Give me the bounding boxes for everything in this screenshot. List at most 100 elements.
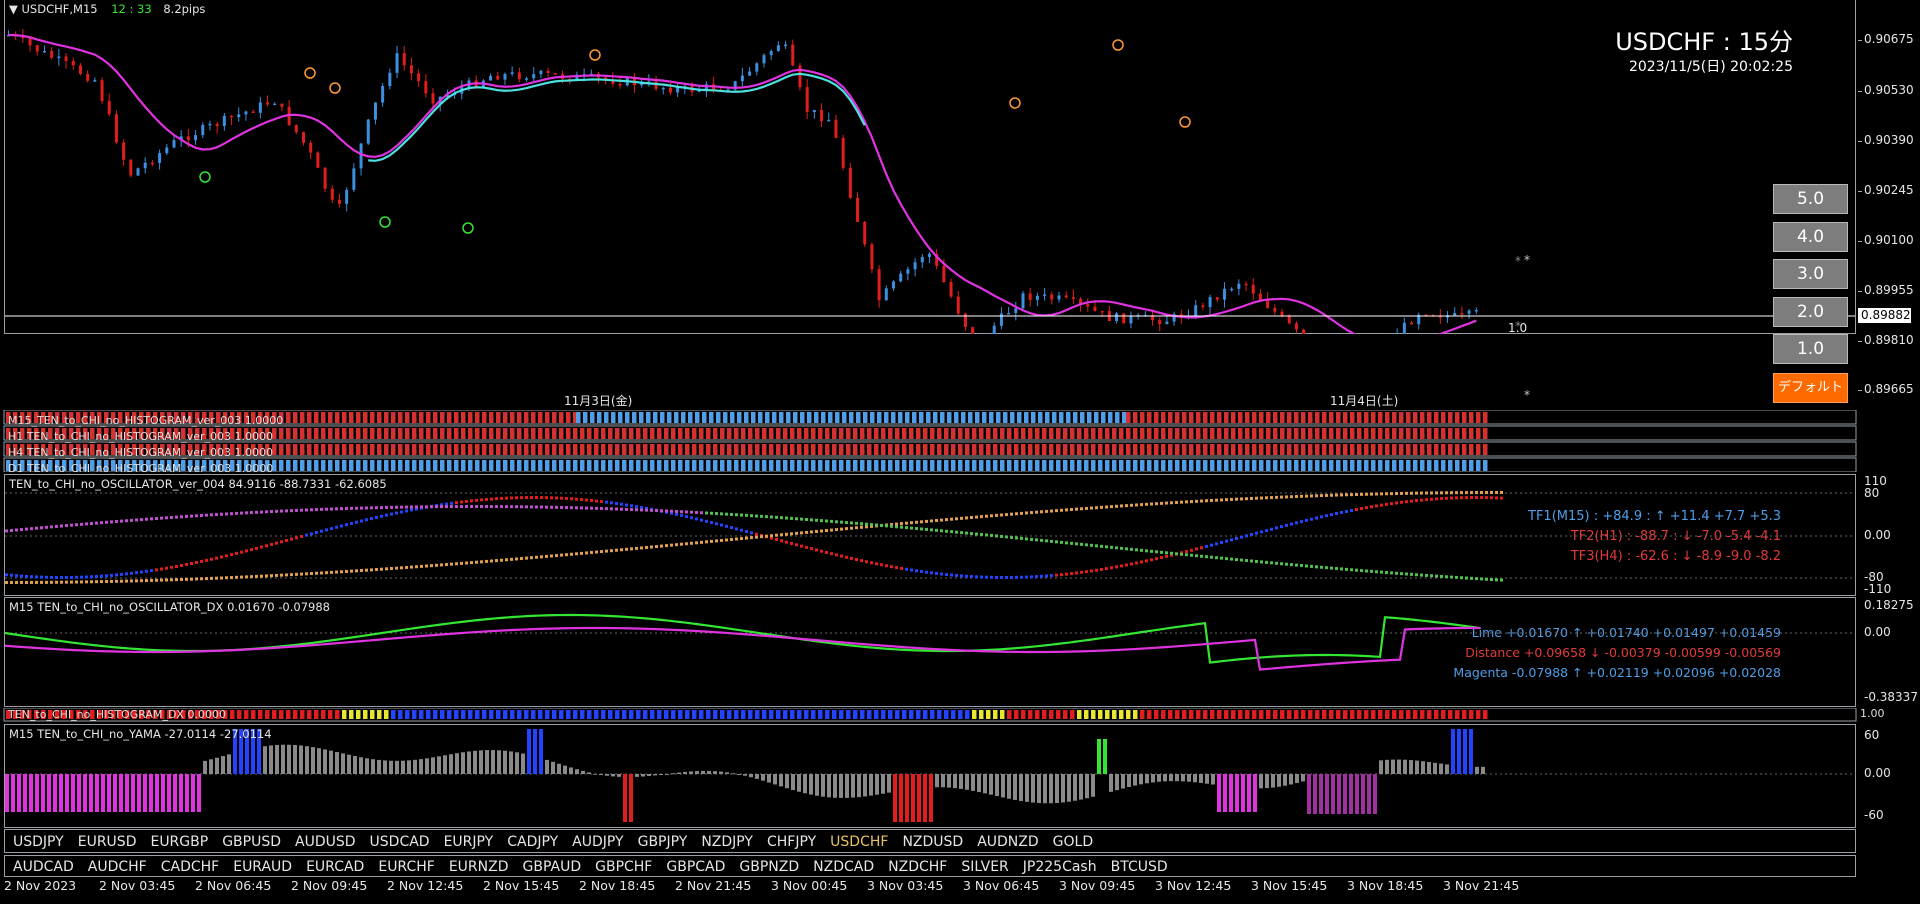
scale-1-button[interactable]: 1.0 xyxy=(1773,334,1848,364)
symbol-tab-cadjpy[interactable]: CADJPY xyxy=(507,834,559,850)
symbol-tab-euraud[interactable]: EURAUD xyxy=(233,859,293,875)
symbol-tab-eurchf[interactable]: EURCHF xyxy=(378,859,435,875)
yama-bar xyxy=(1031,774,1035,803)
hist-dx-bar xyxy=(881,710,886,719)
hist-bar xyxy=(685,428,690,439)
signal-marker-icon xyxy=(589,49,601,61)
candle-body xyxy=(366,119,370,144)
yama-bar xyxy=(269,745,273,774)
main-chart-pane[interactable]: ▼ USDCHF,M15 12 : 33 8.2pips USDCHF : 15… xyxy=(4,0,1856,334)
osc-dot xyxy=(1190,553,1193,557)
hist-bar xyxy=(1133,428,1138,439)
candle-body xyxy=(654,81,658,89)
symbol-tab-audchf[interactable]: AUDCHF xyxy=(87,859,147,875)
scale-2-button[interactable]: 2.0 xyxy=(1773,297,1848,327)
hist-dx-bar xyxy=(713,710,718,719)
symbol-tab-usdcad[interactable]: USDCAD xyxy=(369,834,430,850)
hist-bar xyxy=(1175,412,1180,423)
hist-bar xyxy=(748,460,753,471)
hist-bar xyxy=(1049,428,1054,439)
symbol-tab-jp225cash[interactable]: JP225Cash xyxy=(1022,859,1097,875)
hist-bar xyxy=(685,444,690,455)
hist-bar xyxy=(160,428,165,439)
osc-dot xyxy=(940,529,943,533)
symbol-tab-audjpy[interactable]: AUDJPY xyxy=(572,834,624,850)
symbol-tab-gbpcad[interactable]: GBPCAD xyxy=(666,859,726,875)
symbol-tab-audnzd[interactable]: AUDNZD xyxy=(977,834,1039,850)
hist-bar xyxy=(867,444,872,455)
hist-bar xyxy=(965,460,970,471)
hist-bar xyxy=(1420,428,1425,439)
scale-4-button[interactable]: 4.0 xyxy=(1773,222,1848,252)
symbol-tab-usdchf[interactable]: USDCHF xyxy=(830,834,889,850)
osc-dot xyxy=(1250,559,1253,563)
price-axis[interactable]: 0.90675 0.90530 0.90390 0.90245 0.90100 … xyxy=(1858,0,1920,396)
symbol-tab-eurcad[interactable]: EURCAD xyxy=(306,859,365,875)
symbol-tab-gbpusd[interactable]: GBPUSD xyxy=(222,834,281,850)
hist-bar xyxy=(1161,444,1166,455)
osc-dot xyxy=(565,506,568,510)
osc-dot xyxy=(145,579,148,583)
time-axis[interactable]: 2 Nov 2023 2 Nov 03:45 2 Nov 06:45 2 Nov… xyxy=(0,878,1920,904)
symbol-tab-eurusd[interactable]: EURUSD xyxy=(77,834,137,850)
price-candles[interactable] xyxy=(5,0,1855,334)
candle-body xyxy=(1035,295,1039,300)
symbol-tab-nzdusd[interactable]: NZDUSD xyxy=(902,834,964,850)
osc-dot xyxy=(695,517,698,521)
osc-dot xyxy=(560,553,563,557)
osc-dot xyxy=(520,505,523,509)
symbol-tab-nzdcad[interactable]: NZDCAD xyxy=(813,859,875,875)
candle-body xyxy=(417,73,421,82)
symbol-tab-gbpnzd[interactable]: GBPNZD xyxy=(739,859,800,875)
symbol-tab-chfjpy[interactable]: CHFJPY xyxy=(766,834,817,850)
hist-bar xyxy=(1154,460,1159,471)
dx-pane[interactable]: M15 TEN_to_CHI_no_OSCILLATOR_DX 0.01670 … xyxy=(4,597,1856,707)
symbol-tab-silver[interactable]: SILVER xyxy=(961,859,1009,875)
yama-bar xyxy=(1007,774,1011,799)
osc-dot xyxy=(550,496,553,500)
symbol-tab-audusd[interactable]: AUDUSD xyxy=(295,834,356,850)
default-button[interactable]: デフォルト xyxy=(1773,373,1848,403)
hist-dx-bar xyxy=(1000,710,1005,719)
hist-bar xyxy=(758,412,763,423)
osc-dot xyxy=(610,549,613,553)
osc-dot xyxy=(730,538,733,542)
yama-bar xyxy=(1421,761,1425,774)
symbol-tab-btcusd[interactable]: BTCUSD xyxy=(1110,859,1168,875)
hist-bar xyxy=(209,412,214,423)
hist-bar xyxy=(1000,428,1005,439)
symbol-tab-gold[interactable]: GOLD xyxy=(1052,834,1094,850)
candle-body xyxy=(1215,297,1219,300)
hist-dx-bar xyxy=(1189,710,1194,719)
hist-bar xyxy=(1308,412,1313,423)
symbol-tab-gbpjpy[interactable]: GBPJPY xyxy=(637,834,688,850)
yama-bar xyxy=(659,774,663,775)
hist-bar xyxy=(639,412,644,423)
hist-bar xyxy=(13,428,18,439)
scale-3-button[interactable]: 3.0 xyxy=(1773,259,1848,289)
symbol-tab-gbpaud[interactable]: GBPAUD xyxy=(522,859,582,875)
hist-bar xyxy=(1329,444,1334,455)
hist-bar xyxy=(300,428,305,439)
hist-bar xyxy=(650,460,655,471)
symbol-tab-cadchf[interactable]: CADCHF xyxy=(160,859,220,875)
hist-dx-bar xyxy=(958,710,963,719)
osc-dot xyxy=(500,558,503,562)
scale-5-button[interactable]: 5.0 xyxy=(1773,184,1848,214)
hist-bar xyxy=(545,444,550,455)
symbol-tab-gbpchf[interactable]: GBPCHF xyxy=(595,859,653,875)
yama-bar xyxy=(887,774,891,793)
symbol-tab-eurjpy[interactable]: EURJPY xyxy=(443,834,494,850)
symbol-tab-eurnzd[interactable]: EURNZD xyxy=(448,859,509,875)
yama-bar xyxy=(1229,774,1233,812)
symbol-tab-nzdjpy[interactable]: NZDJPY xyxy=(701,834,753,850)
hist-bar xyxy=(797,428,802,439)
symbol-tab-nzdchf[interactable]: NZDCHF xyxy=(888,859,948,875)
symbol-tab-audcad[interactable]: AUDCAD xyxy=(13,859,74,875)
time-tick: 3 Nov 09:45 xyxy=(1059,878,1136,893)
hist-dx-bar xyxy=(1035,710,1040,719)
hist-dx-bar xyxy=(1406,710,1411,719)
symbol-tab-usdjpy[interactable]: USDJPY xyxy=(13,834,64,850)
collapse-triangle-icon[interactable]: ▼ xyxy=(9,2,22,16)
symbol-tab-eurgbp[interactable]: EURGBP xyxy=(150,834,209,850)
